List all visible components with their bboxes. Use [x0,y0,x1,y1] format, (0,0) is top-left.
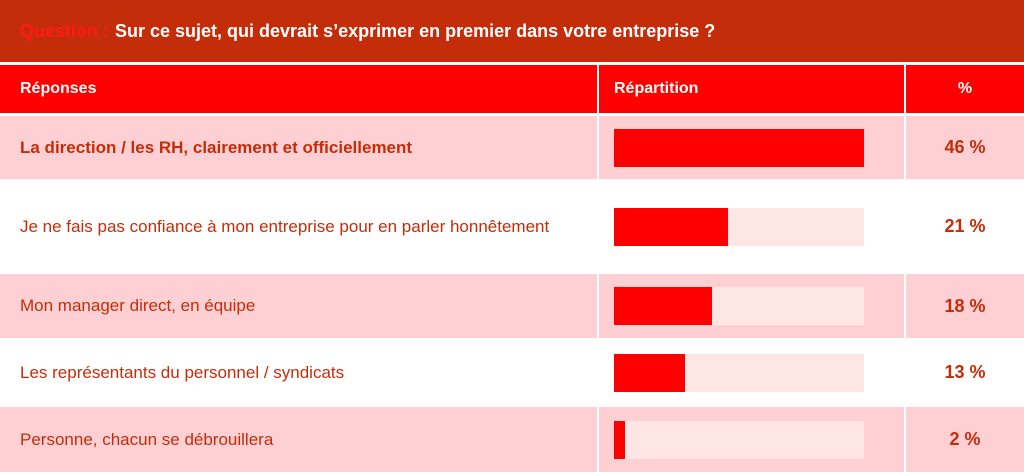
bar [614,128,864,167]
header-divider [904,65,906,113]
percent-label: 2 % [949,429,981,449]
header-divider [597,65,599,113]
percent-label: 46 % [944,137,986,157]
percent-label: 21 % [944,216,986,236]
table-header: Réponses Répartition % [0,65,1024,113]
row-label: Je ne fais pas confiance à mon entrepris… [20,216,550,236]
question-label: Question : [20,20,109,41]
table-row: Mon manager direct, en équipe 18 % [0,274,1024,338]
table-row: Les représentants du personnel / syndica… [0,341,1024,404]
column-divider [904,182,906,271]
row-label: La direction / les RH, clairement et off… [20,137,413,157]
bar [614,420,625,459]
bar-track [614,287,864,325]
column-divider [597,407,599,472]
bar [614,207,729,246]
column-divider [904,407,906,472]
row-label: Mon manager direct, en équipe [20,296,256,315]
percent-label: 13 % [944,362,986,382]
row-label: Personne, chacun se débrouillera [20,429,274,449]
bar-track [614,420,864,459]
bar [614,287,712,325]
percent-label: 18 % [944,295,986,316]
row-label: Les représentants du personnel / syndica… [20,362,345,382]
column-divider [904,274,906,338]
column-divider [597,274,599,338]
question-bar: Question : Sur ce sujet, qui devrait s’e… [0,0,1024,62]
header-responses: Réponses [20,80,97,97]
bar-track [614,128,864,167]
table-row: Je ne fais pas confiance à mon entrepris… [0,182,1024,271]
table-row: Personne, chacun se débrouillera 2 % [0,407,1024,472]
table-row: La direction / les RH, clairement et off… [0,116,1024,179]
column-divider [904,341,906,404]
column-divider [597,116,599,179]
bar-track [614,353,864,392]
column-divider [904,116,906,179]
bar [614,353,685,392]
column-divider [597,341,599,404]
header-distribution: Répartition [614,80,699,97]
header-percent: % [957,80,973,97]
bar-track [614,207,864,246]
question-text: Sur ce sujet, qui devrait s’exprimer en … [115,20,716,41]
column-divider [597,182,599,271]
